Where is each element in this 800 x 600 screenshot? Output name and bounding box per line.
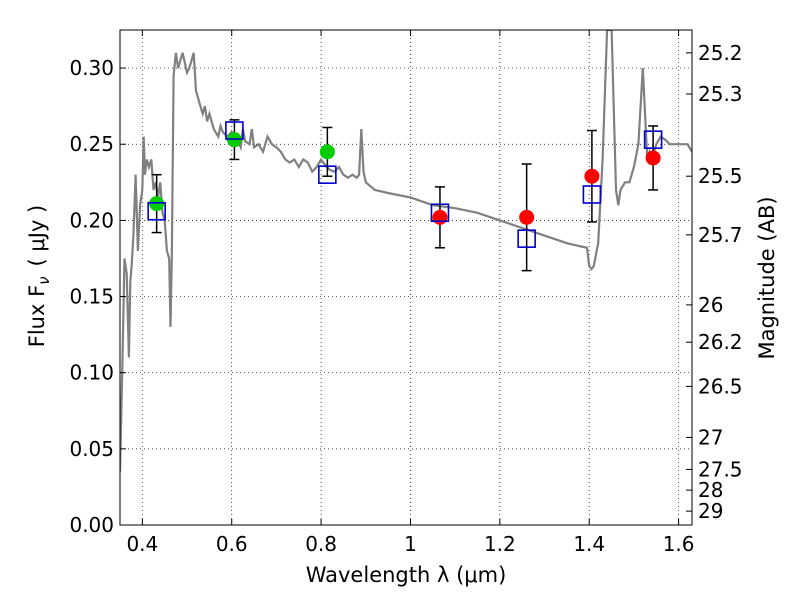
data-point [645,150,661,166]
right-tick-label: 28 [698,478,723,502]
plot-frame [119,29,693,526]
spectrum-line [120,30,692,472]
right-tick-label: 29 [698,499,723,523]
y-axis-label-sub: ν [35,276,53,284]
y-axis-label-unit: ( μJy ) [25,205,49,267]
model-square [147,201,166,221]
right-tick-label: 27 [698,425,723,449]
y-tick-label: 0.15 [69,285,114,309]
model-photometry-squares [147,121,663,248]
x-axis-label: Wavelength λ (μm) [306,563,507,587]
y-tick-label: 0.05 [69,437,114,461]
right-tick-label: 25.3 [698,82,743,106]
data-point [319,144,335,160]
y-tick-labels: 0.00 0.05 0.10 0.15 0.20 0.25 0.30 [69,56,114,537]
model-square [517,229,536,248]
model-square [643,130,663,149]
x-tick-label: 0.8 [305,532,337,556]
data-point [519,209,535,225]
model-square [225,121,244,140]
y-tick-label: 0.30 [69,56,114,80]
right-tick-label: 25.2 [698,41,743,65]
right-tick-label: 25.5 [698,164,743,188]
model-square [582,185,602,204]
y-tick-label: 0.10 [69,361,114,385]
data-markers [149,132,661,225]
right-tick-label: 25.7 [698,223,743,247]
data-point [584,168,600,184]
right-tick-label: 26.5 [698,374,743,398]
model-spectrum-line [120,30,692,472]
right-tick-label: 27.5 [698,457,743,481]
x-tick-label: 0.4 [126,532,158,556]
y-axis-label-main: Flux F [25,285,49,347]
model-square [430,203,450,223]
data-point [149,196,165,212]
x-tick-labels: 0.4 0.6 0.8 1 1.2 1.4 1.6 [126,532,694,556]
x-tick-label: 1.2 [484,532,516,556]
data-point [432,209,448,225]
x-tick-label: 0.6 [216,532,248,556]
y-tick-label: 0.20 [69,208,114,232]
y-tick-label: 0.00 [69,513,114,537]
y-axis-label: Flux Fν ( μJy ) [25,205,53,348]
grid-lines [120,30,692,526]
right-tick-label: 26.2 [698,330,743,354]
x-tick-label: 1 [404,532,417,556]
y-tick-label: 0.25 [69,132,114,156]
right-axis-label: Magnitude (AB) [755,196,779,359]
x-tick-label: 1.4 [573,532,605,556]
right-tick-label: 26 [698,293,723,317]
x-tick-label: 1.6 [663,532,695,556]
axis-ticks [120,30,692,526]
model-square [318,165,337,184]
